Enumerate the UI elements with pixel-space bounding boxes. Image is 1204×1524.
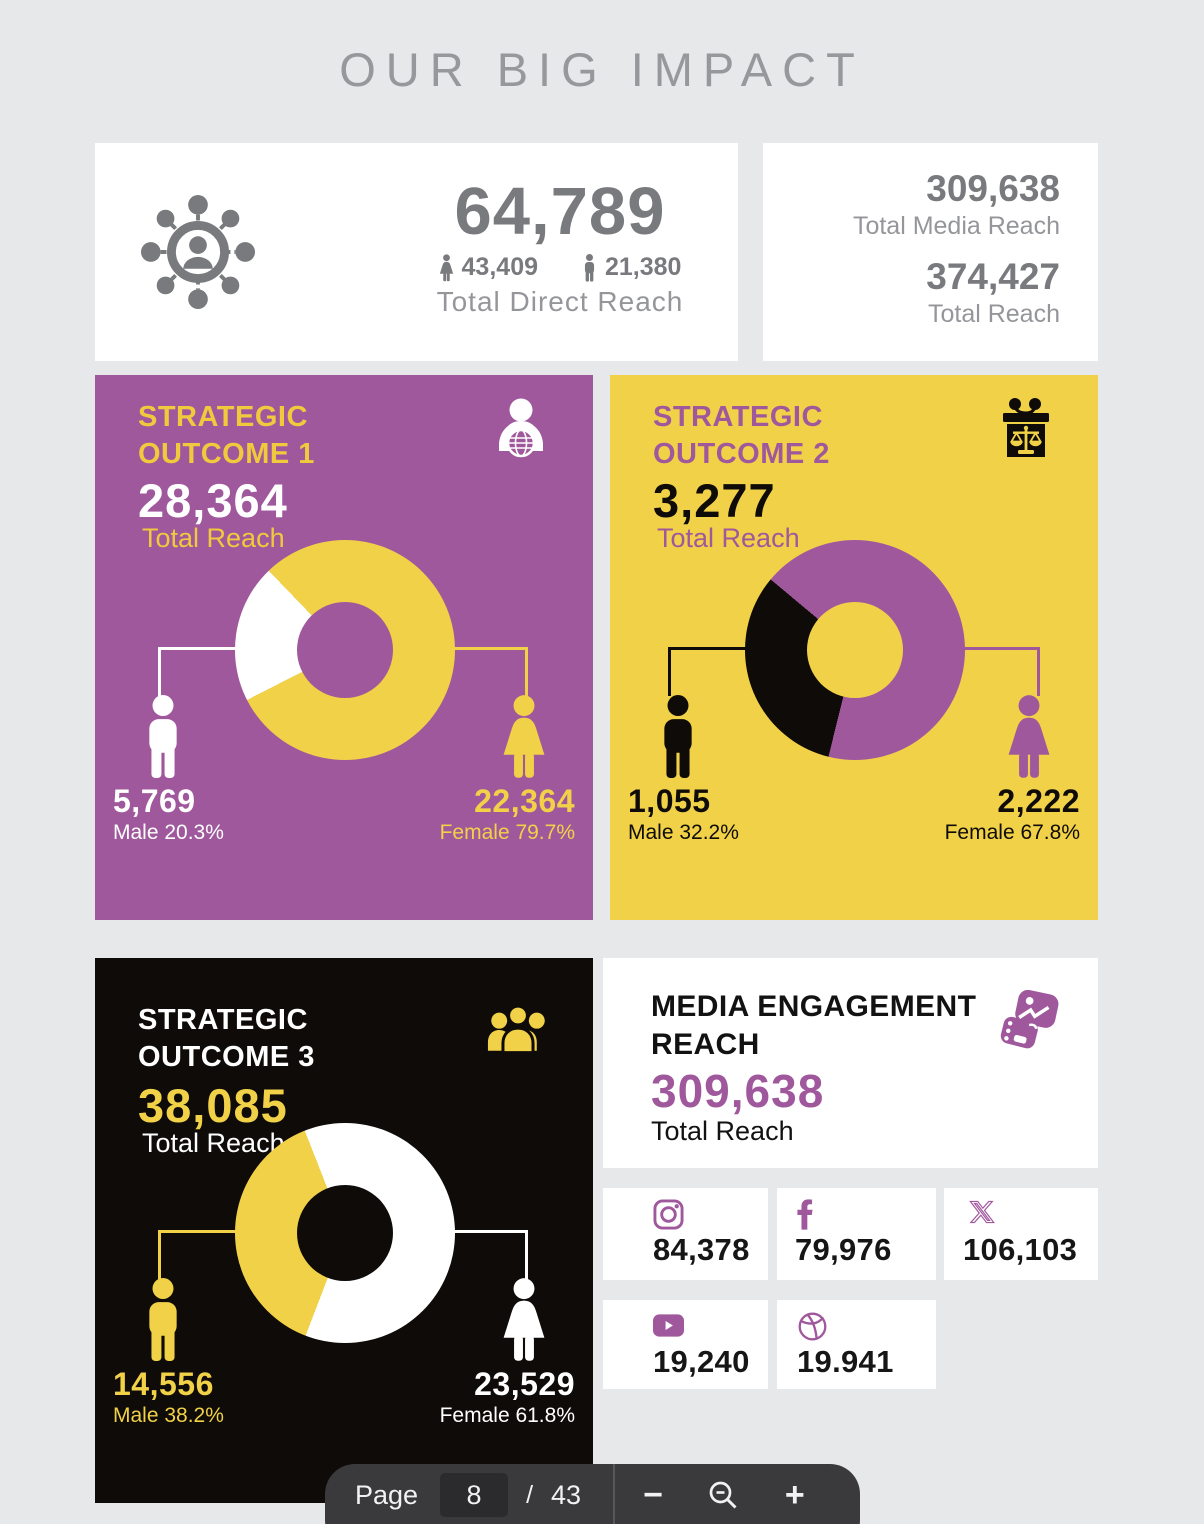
magnifier-zoom-icon[interactable]	[707, 1479, 739, 1511]
male-figure-icon	[140, 1278, 186, 1362]
outcome-3-female-label: Female 61.8%	[439, 1404, 575, 1427]
outcome-2-male-value: 1,055	[628, 783, 711, 819]
outcome-3-title: STRATEGIC OUTCOME 3	[138, 1004, 315, 1074]
female-figure-icon	[501, 1278, 547, 1362]
page-number-input[interactable]: 8	[440, 1473, 509, 1517]
woman-globe-icon	[499, 398, 543, 458]
total-reach-card: 309,638 Total Media Reach 374,427 Total …	[763, 143, 1098, 361]
female-figure-icon	[501, 695, 547, 779]
total-direct-reach-label: Total Direct Reach	[436, 286, 684, 318]
instagram-count: 84,378	[653, 1232, 750, 1267]
total-media-reach-value: 309,638	[926, 168, 1060, 209]
facebook-stat-tile: 79,976	[777, 1188, 936, 1280]
outcome-2-female-label: Female 67.8%	[944, 821, 1080, 844]
outcome-2-title: STRATEGIC OUTCOME 2	[653, 401, 830, 471]
connector-line-female	[453, 1230, 528, 1279]
total-media-reach-label: Total Media Reach	[852, 211, 1060, 240]
outcome-3-male-label: Male 38.2%	[113, 1404, 224, 1427]
outcome-2-gender-donut-chart	[745, 540, 965, 760]
instagram-icon	[653, 1199, 684, 1230]
youtube-icon	[653, 1314, 684, 1337]
dribbble-stat-tile: 19.941	[777, 1300, 936, 1389]
outcome-2-total-reach-value: 3,277	[653, 474, 776, 527]
facebook-icon	[797, 1199, 813, 1230]
outcome-1-female-label: Female 79.7%	[439, 821, 575, 844]
female-icon	[439, 254, 454, 282]
connector-line-female	[453, 647, 528, 696]
female-figure-icon	[1006, 695, 1052, 779]
outcome-3-male-value: 14,556	[113, 1366, 214, 1402]
male-figure-icon	[655, 695, 701, 779]
outcome-3-female-value: 23,529	[474, 1366, 575, 1402]
page-label: Page	[355, 1479, 419, 1510]
direct-reach-card: 64,789 43,409 21,380 Total Direct Reach	[95, 143, 738, 361]
zoom-out-button[interactable]: −	[643, 1476, 663, 1514]
outcome-3-total-reach-label: Total Reach	[142, 1128, 285, 1158]
male-icon	[582, 254, 597, 282]
zoom-in-button[interactable]: +	[784, 1476, 805, 1514]
male-direct-reach: 21,380	[582, 253, 681, 282]
page-separator: /	[526, 1480, 534, 1509]
media-film-photo-icon	[1000, 990, 1059, 1049]
outcome-2-total-reach-label: Total Reach	[657, 523, 800, 553]
outcome-1-female-value: 22,364	[474, 783, 575, 819]
x-twitter-icon	[969, 1200, 995, 1224]
people-network-icon	[140, 194, 256, 310]
pdf-viewer-toolbar: Page 8 / 43 − +	[325, 1464, 860, 1524]
connector-line-male	[158, 1230, 239, 1279]
outcome-1-total-reach-label: Total Reach	[142, 523, 285, 553]
strategic-outcome-1-card: STRATEGIC OUTCOME 1 28,364 Total Reach 5…	[95, 375, 593, 920]
total-direct-reach-value: 64,789	[454, 174, 666, 249]
strategic-outcome-3-card: STRATEGIC OUTCOME 3 38,085 Total Reach 1…	[95, 958, 593, 1503]
outcome-1-total-reach-value: 28,364	[138, 474, 288, 527]
connector-line-female	[963, 647, 1040, 696]
outcome-3-total-reach-value: 38,085	[138, 1079, 288, 1132]
female-direct-reach: 43,409	[439, 253, 538, 282]
media-engagement-value: 309,638	[651, 1065, 825, 1117]
outcome-1-title: STRATEGIC OUTCOME 1	[138, 401, 315, 471]
connector-line-male	[668, 647, 749, 696]
x-stat-tile: 106,103	[944, 1188, 1098, 1280]
outcome-1-male-value: 5,769	[113, 783, 196, 819]
facebook-count: 79,976	[795, 1232, 892, 1267]
podium-justice-icon	[1003, 398, 1049, 457]
male-figure-icon	[140, 695, 186, 779]
dribbble-icon	[798, 1312, 827, 1341]
outcome-3-gender-donut-chart	[235, 1123, 455, 1343]
media-engagement-card: MEDIA ENGAGEMENT REACH 309,638	[603, 958, 1098, 1168]
x-count: 106,103	[963, 1232, 1078, 1267]
people-group-icon	[487, 1004, 545, 1055]
page-title: OUR BIG IMPACT	[339, 43, 865, 96]
toolbar-divider	[613, 1464, 616, 1524]
total-pages: 43	[551, 1479, 582, 1510]
total-reach-label: Total Reach	[927, 300, 1060, 329]
outcome-2-female-value: 2,222	[997, 783, 1080, 819]
youtube-count: 19,240	[653, 1344, 750, 1379]
strategic-outcome-2-card: STRATEGIC OUTCOME 2 3,277	[610, 375, 1098, 920]
dribbble-count: 19.941	[797, 1344, 894, 1379]
youtube-stat-tile: 19,240	[603, 1300, 768, 1389]
outcome-1-gender-donut-chart	[235, 540, 455, 760]
outcome-1-male-label: Male 20.3%	[113, 821, 224, 844]
media-engagement-label: Total Reach	[651, 1116, 794, 1146]
total-reach-value: 374,427	[926, 256, 1060, 298]
connector-line-male	[158, 647, 239, 696]
instagram-stat-tile: 84,378	[603, 1188, 768, 1280]
outcome-2-male-label: Male 32.2%	[628, 821, 739, 844]
media-engagement-title: MEDIA ENGAGEMENT REACH	[651, 990, 977, 1061]
